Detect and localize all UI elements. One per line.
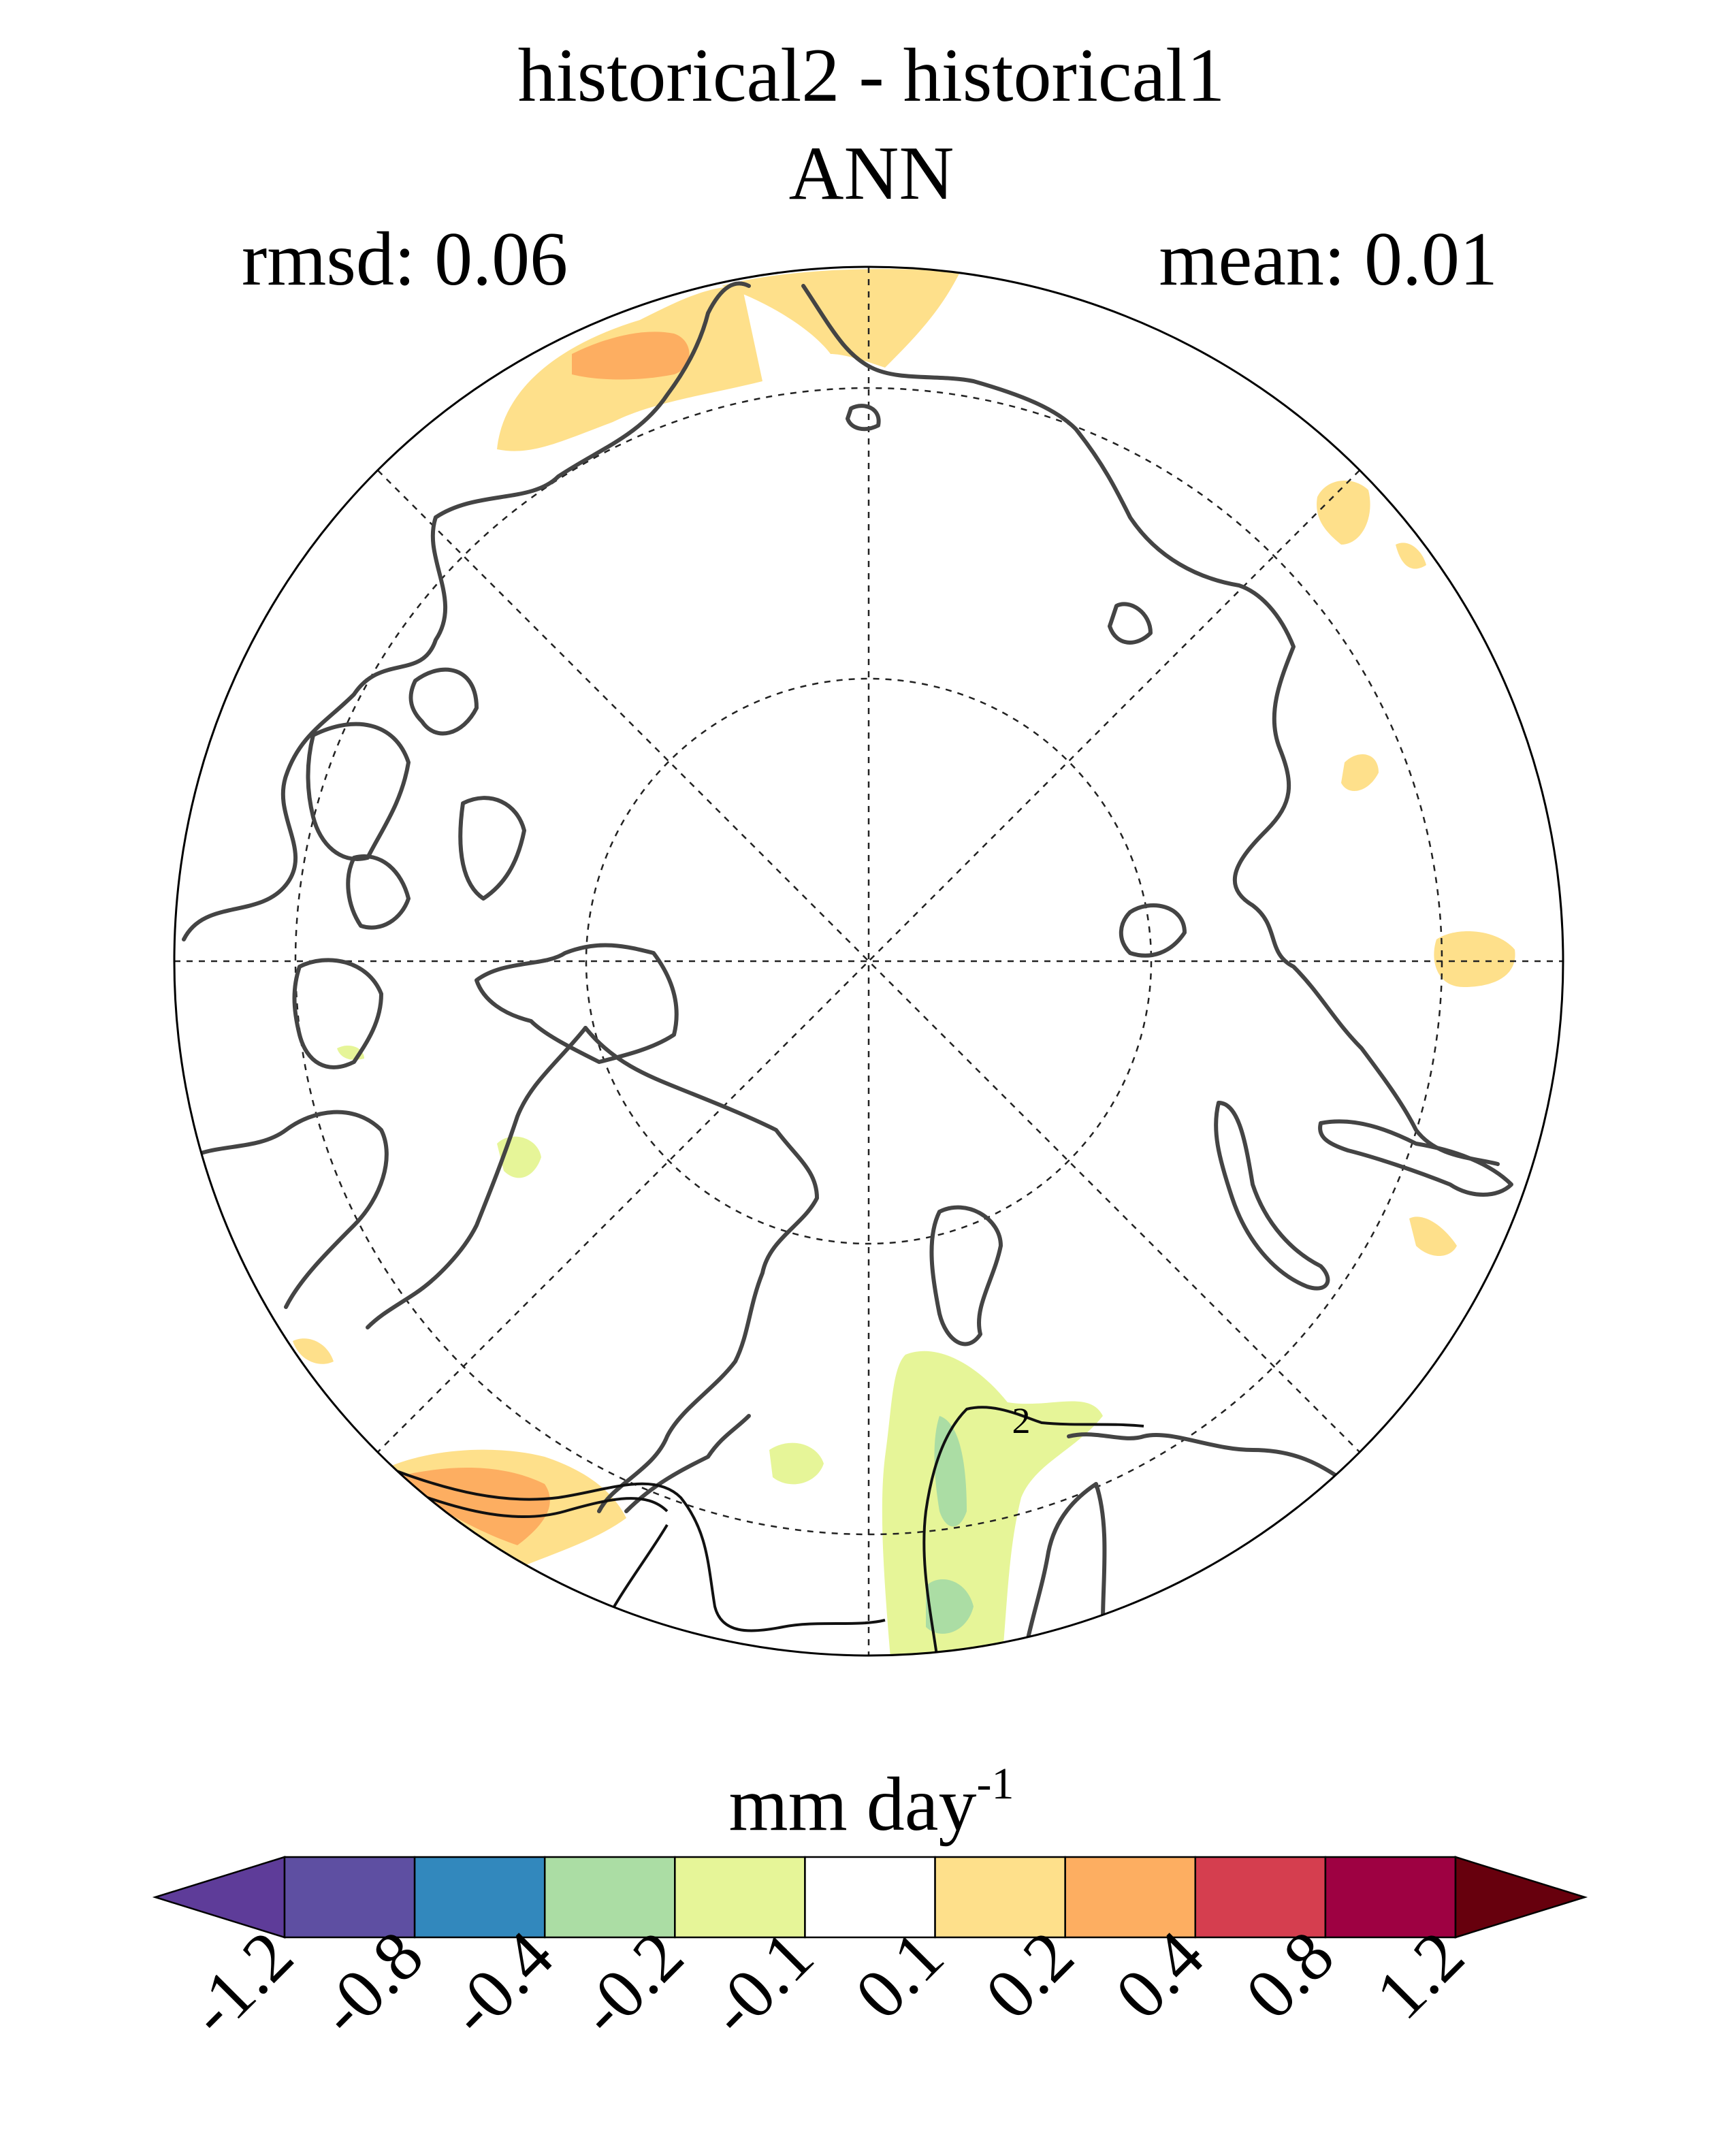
colorbar-bin (413, 1856, 546, 1939)
anomaly-patch (293, 1338, 334, 1364)
anomaly-patch (1409, 1216, 1457, 1256)
coastline (292, 958, 383, 1069)
meridian-line (377, 470, 1360, 1453)
anomaly-patch (722, 269, 960, 368)
coastline (458, 796, 526, 901)
anomaly-fill (293, 269, 1515, 1656)
colorbar-extend-low (152, 1856, 286, 1939)
polar-map: 2 (173, 265, 1564, 1657)
coastline (1067, 1432, 1350, 1486)
coastline (929, 1205, 1003, 1346)
anomaly-patch (1341, 754, 1379, 791)
meridian-line (377, 470, 1360, 1453)
coastlines (182, 281, 1513, 1656)
contour-line (408, 1489, 669, 1518)
contour-line (922, 1406, 1144, 1656)
rmsd-label: rmsd: 0.06 (242, 217, 568, 302)
colorbar-bin (934, 1856, 1066, 1939)
colorbar-units: mm day-1 (729, 1759, 1014, 1847)
coastline (1318, 1119, 1513, 1197)
coastline (408, 667, 479, 736)
anomaly-patch (1434, 931, 1515, 987)
coastline (182, 515, 448, 941)
colorbar: mm day-1 -1.2-0.8-0.4-0.2-0.1 0.1 0.2 0.4 0.… (152, 1759, 1588, 2051)
contour-line (394, 1469, 886, 1632)
anomaly-patch (395, 1468, 550, 1545)
coastline (624, 1414, 751, 1513)
anomaly-patch (769, 1442, 824, 1485)
contour-label: 2 (1012, 1400, 1031, 1441)
title-line1: historical2 - historical1 (518, 33, 1225, 118)
anomaly-patch (926, 1579, 974, 1634)
anomaly-patch (1396, 543, 1426, 569)
coastline (801, 284, 1500, 1166)
colorbar-bins (152, 1856, 1588, 1939)
coastline (1119, 903, 1187, 958)
colorbar-bin (1064, 1856, 1197, 1939)
coastline (1108, 602, 1153, 645)
latitude-circle (585, 677, 1153, 1245)
coastline (1214, 1101, 1330, 1291)
map-border (173, 265, 1564, 1657)
coastline (475, 943, 679, 1064)
graticule (174, 267, 1563, 1656)
colorbar-extend-high (1454, 1856, 1588, 1939)
coastline (434, 281, 751, 519)
colorbar-bin (804, 1856, 936, 1939)
colorbar-bin (283, 1856, 416, 1939)
title-line2: ANN (789, 131, 954, 216)
anomaly-patch (1317, 481, 1370, 545)
colorbar-bin (543, 1856, 676, 1939)
coastline (346, 854, 411, 930)
coastline (846, 404, 881, 432)
coastline (306, 722, 411, 861)
coastline (583, 1026, 819, 1513)
coastline (189, 1110, 389, 1309)
colorbar-bin (674, 1856, 806, 1939)
map-background (174, 267, 1563, 1656)
coastline (366, 1026, 588, 1329)
anomaly-patch (572, 332, 690, 380)
colorbar-bin (1324, 1856, 1457, 1939)
colorbar-bin (1194, 1856, 1327, 1939)
mean-label: mean: 0.01 (1159, 217, 1498, 302)
